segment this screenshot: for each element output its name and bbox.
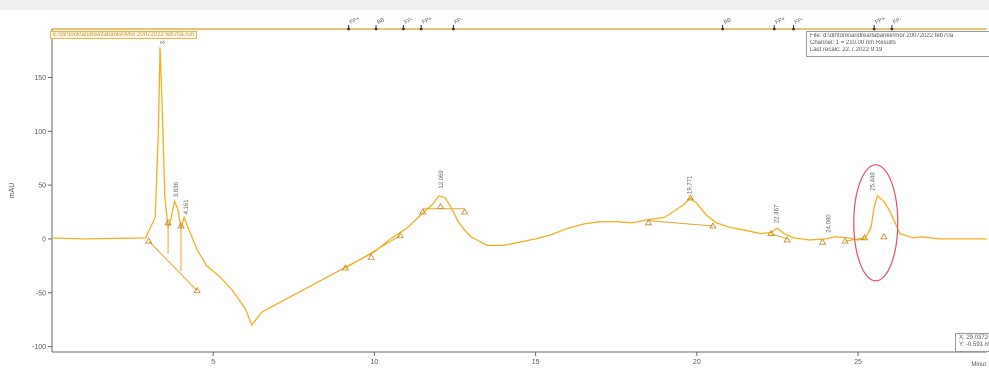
event-marker-label: BB [723, 17, 732, 26]
event-marker-label: FP+ [349, 16, 361, 26]
file-info-line: File: d:\dir\tonk\andrea\fabanke\mor 200… [810, 33, 954, 39]
y-tick-label: 150 [34, 75, 46, 82]
integration-mark [686, 194, 695, 201]
peak-label: 24.080 [826, 214, 832, 233]
event-marker-label: FP- [454, 17, 465, 26]
y-tick-label: 0 [42, 236, 46, 243]
integration-mark [436, 202, 445, 210]
window-top-bar [0, 0, 989, 10]
y-tick-label: 100 [34, 129, 46, 136]
event-marker-dot [374, 27, 378, 31]
y-tick-label: 50 [38, 183, 46, 190]
integration-mark [783, 236, 791, 243]
event-marker-label: BB [376, 17, 385, 26]
event-marker-dot [419, 27, 423, 31]
highlight-ellipse [853, 164, 899, 282]
peak-label: 3.836 [174, 182, 180, 198]
event-marker-dot [347, 27, 351, 31]
y-axis-title: mAU [9, 183, 16, 199]
integration-mark [860, 234, 869, 241]
event-marker-dot [872, 27, 876, 31]
file-info-box: File: d:\dir\tonk\andrea\fabanke\mor 200… [806, 31, 989, 57]
integration-mark [396, 231, 404, 239]
integration-mark [367, 253, 375, 260]
peak-label: 19.771 [687, 175, 693, 194]
event-marker-label: FP- [892, 17, 903, 26]
integration-mark [341, 264, 350, 271]
peak-label: 22.467 [774, 204, 780, 223]
peak-label: 25.448 [871, 172, 877, 191]
y-tick-label: -100 [32, 344, 46, 351]
integration-mark [460, 208, 469, 215]
x-tick-label: 10 [371, 359, 379, 366]
integration-mark [193, 286, 201, 294]
x-tick-label: 20 [693, 359, 701, 366]
event-marker-dot [792, 27, 795, 31]
x-tick-label: 15 [532, 359, 540, 366]
cursor-x-readout: X: 29.0372 Minut [959, 335, 989, 341]
x-tick-label: 5 [211, 359, 215, 366]
file-path-label: E:\dir\tonk\andrea\fabanke\Mor 20072022 … [50, 31, 198, 39]
integration-mark [709, 222, 717, 229]
event-marker-label: FP+ [421, 16, 433, 26]
integration-mark [177, 222, 185, 229]
recalc-info-line: Last recalc: 22.7.2022 9:19 [810, 47, 883, 54]
y-tick-label: -50 [36, 290, 46, 297]
integration-mark [164, 219, 172, 226]
integration-mark [841, 237, 849, 244]
event-marker-dot [402, 27, 405, 31]
event-marker-dot [772, 27, 776, 31]
peak-label: 4.161 [184, 199, 190, 215]
event-marker-dot [890, 27, 894, 31]
event-marker-dot [452, 27, 455, 31]
cursor-readout-box: X: 29.0372 Minut Y: -0.591 mAU [955, 333, 989, 352]
event-marker-label: FP+ [874, 16, 886, 26]
event-marker-dot [721, 27, 725, 31]
integration-mark [145, 237, 153, 244]
chromatogram-trace [51, 47, 987, 327]
integration-mark [767, 229, 775, 236]
integration-baseline [648, 220, 713, 227]
integration-mark [644, 219, 653, 226]
event-marker-label: FP- [794, 17, 805, 26]
integration-mark [419, 208, 427, 215]
event-marker-label: FP+ [775, 16, 787, 26]
channel-info-line: Channel: 1 = 210.00 nm Results [810, 40, 896, 47]
x-axis-title: Minut [971, 362, 986, 368]
event-marker-label: FP- [404, 17, 415, 26]
integration-mark [880, 233, 888, 240]
x-tick-label: 25 [854, 359, 862, 366]
integration-mark [818, 238, 827, 245]
integration-baseline [148, 240, 198, 291]
peak-label: 12.069 [439, 170, 445, 189]
cursor-y-readout: Y: -0.591 mAU [959, 342, 989, 349]
